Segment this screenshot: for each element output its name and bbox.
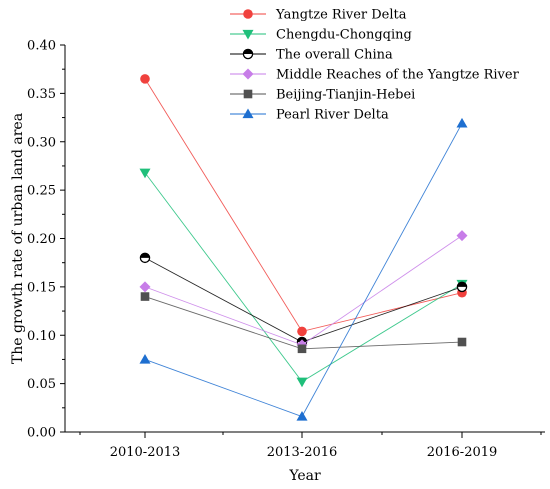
legend-marker xyxy=(243,89,253,99)
data-point xyxy=(140,292,150,301)
data-point xyxy=(456,117,468,128)
y-tick-label: 0.00 xyxy=(27,426,56,441)
data-point xyxy=(296,377,308,388)
y-axis-title: The growth rate of urban land area xyxy=(10,113,26,364)
legend-marker xyxy=(242,68,254,80)
legend-marker xyxy=(242,29,254,40)
legend-item: Chengdu-Chongqing xyxy=(230,28,412,43)
data-point xyxy=(139,353,151,364)
legend-item: Yangtze River Delta xyxy=(230,8,407,23)
series-1 xyxy=(139,168,468,388)
legend-item: The overall China xyxy=(230,48,393,63)
data-point xyxy=(456,230,468,242)
legend-marker xyxy=(242,48,254,60)
x-tick-label: 2013-2016 xyxy=(267,445,338,460)
legend-item: Beijing-Tianjin-Hebei xyxy=(230,88,415,103)
data-point xyxy=(139,252,151,264)
x-axis-title: Year xyxy=(288,468,321,484)
x-tick-label: 2010-2013 xyxy=(110,445,181,460)
y-tick-label: 0.10 xyxy=(27,329,56,344)
data-point xyxy=(139,281,151,293)
legend-label: Beijing-Tianjin-Hebei xyxy=(276,88,415,103)
axes-layer xyxy=(64,45,545,433)
y-tick-label: 0.40 xyxy=(27,39,56,54)
data-point xyxy=(140,74,150,84)
series-4 xyxy=(140,292,467,354)
y-tick-label: 0.30 xyxy=(27,135,56,150)
legend-marker xyxy=(243,9,253,19)
x-ticks: 2010-2013 2013-2016 2016-2019 xyxy=(79,432,542,460)
legend-label: Yangtze River Delta xyxy=(275,8,407,23)
data-point xyxy=(296,411,308,421)
y-tick-label: 0.25 xyxy=(27,184,56,199)
legend-marker xyxy=(242,108,254,119)
series-5 xyxy=(139,117,468,421)
y-tick-label: 0.35 xyxy=(27,87,56,102)
x-tick-label: 2016-2019 xyxy=(427,445,498,460)
legend-label: Middle Reaches of the Yangtze River xyxy=(276,68,520,83)
data-point xyxy=(139,168,151,179)
y-tick-label: 0.20 xyxy=(27,232,56,247)
legend-item: Pearl River Delta xyxy=(230,108,389,123)
y-ticks: 0.00 0.05 0.10 0.15 0.20 0.25 0.30 0.35 0.40 xyxy=(27,39,65,441)
y-tick-label: 0.05 xyxy=(27,377,56,392)
legend-label: The overall China xyxy=(276,48,393,63)
legend-item: Middle Reaches of the Yangtze River xyxy=(230,68,520,83)
legend: Yangtze River Delta Chengdu-Chongqing The … xyxy=(230,8,520,123)
data-point xyxy=(297,326,307,337)
y-tick-label: 0.15 xyxy=(27,280,56,295)
series-line xyxy=(144,123,463,418)
data-point xyxy=(456,281,468,293)
data-point xyxy=(297,344,307,354)
legend-label: Pearl River Delta xyxy=(276,108,389,123)
data-point xyxy=(457,337,467,347)
series-layer xyxy=(139,74,468,421)
legend-label: Chengdu-Chongqing xyxy=(276,28,412,43)
